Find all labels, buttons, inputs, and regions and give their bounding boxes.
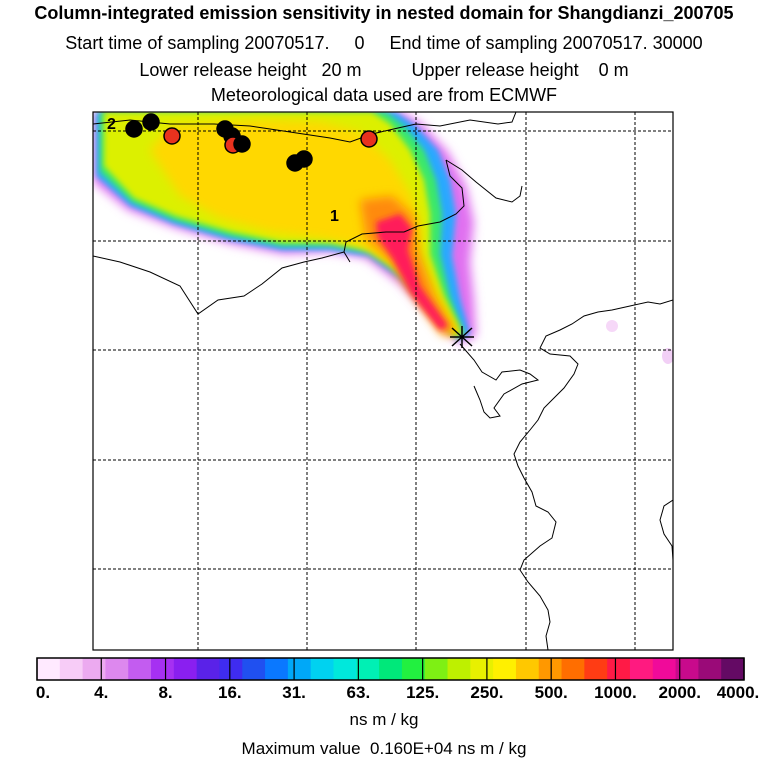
plot-title: Column-integrated emission sensitivity i…: [34, 3, 734, 23]
cluster-label-1: 1: [330, 208, 339, 225]
coastline-bohai-west: [343, 159, 465, 263]
colorbar-cell: [629, 658, 654, 680]
cluster-markers: [125, 113, 378, 172]
colorbar-cell: [515, 658, 540, 680]
colorbar-tick-label: 125.: [406, 683, 440, 702]
colorbar-tick-label: 1000.: [594, 683, 637, 702]
cluster-red-dot: [360, 130, 378, 148]
colorbar-tick-label: 63.: [346, 683, 371, 702]
colorbar-tick-label: 4.: [94, 683, 109, 702]
colorbar-tick-label: 31.: [282, 683, 306, 702]
cluster-red-dot: [163, 127, 181, 145]
coastline-korea-west: [513, 299, 673, 650]
sensitivity-plume: [93, 112, 673, 364]
colorbar-cell: [561, 658, 585, 680]
colorbar-cell: [242, 658, 266, 680]
colorbar-cell: [447, 658, 471, 680]
colorbar-cell: [607, 658, 631, 680]
colorbar-cell: [151, 658, 175, 680]
colorbar-cell: [82, 658, 107, 680]
release-height-line: Lower release height 20 m Upper release …: [139, 60, 629, 80]
colorbar-cell: [424, 658, 449, 680]
colorbar: [37, 658, 745, 680]
colorbar-cell: [128, 658, 152, 680]
colorbar-cell: [401, 658, 426, 680]
colorbar-cell: [356, 658, 380, 680]
colorbar-cell: [652, 658, 677, 680]
colorbar-tick-label: 0.: [35, 683, 51, 702]
colorbar-cell: [173, 658, 198, 680]
colorbar-tick-label: 500.: [534, 683, 568, 702]
colorbar-tick-label: 8.: [158, 683, 173, 702]
colorbar-cell: [675, 658, 699, 680]
colorbar-cell: [379, 658, 403, 680]
colorbar-cell: [59, 658, 84, 680]
colorbar-cell: [584, 658, 608, 680]
colorbar-cell: [698, 658, 722, 680]
colorbar-cell: [37, 658, 61, 680]
met-data-line: Meteorological data used are from ECMWF: [210, 85, 558, 105]
colorbar-ticks: [36, 658, 745, 680]
max-value-label: Maximum value 0.160E+04 ns m / kg: [241, 739, 527, 758]
colorbar-cell: [287, 658, 312, 680]
faint-patch: [662, 348, 673, 364]
colorbar-tick-label: 4000.: [716, 683, 760, 702]
colorbar-tick-label: 250.: [470, 683, 504, 702]
sampling-time-line: Start time of sampling 20070517. 0 End t…: [65, 33, 703, 53]
coastline-southeast: [659, 499, 673, 561]
colorbar-cell: [538, 658, 563, 680]
faint-patch: [606, 320, 618, 332]
receptor-cross: [450, 326, 474, 348]
colorbar-cell: [105, 658, 129, 680]
colorbar-cell: [310, 658, 335, 680]
cluster-black-dot: [233, 135, 251, 153]
colorbar-cell: [470, 658, 494, 680]
plume-max-core: [376, 214, 448, 330]
colorbar-cell: [493, 658, 517, 680]
cluster-black-dot: [142, 113, 160, 131]
colorbar-tick-label: 2000.: [658, 683, 701, 702]
colorbar-cell: [721, 658, 745, 680]
colorbar-tick-label: 16.: [217, 683, 242, 702]
coastline-shandong: [459, 343, 540, 419]
coastline-bohai-north: [445, 159, 523, 203]
plume-yellow-core: [150, 120, 458, 334]
border-south-inland: [93, 251, 345, 315]
map-border: [92, 111, 674, 651]
cluster-black-dot: [125, 120, 143, 138]
colorbar-cell: [196, 658, 221, 680]
cluster-label-2: 2: [107, 116, 116, 133]
colorbar-unit-label: ns m / kg: [349, 710, 419, 729]
colorbar-cell: [333, 658, 357, 680]
colorbar-cell: [265, 658, 289, 680]
colorbar-cell: [219, 658, 243, 680]
cluster-black-dot: [295, 150, 313, 168]
